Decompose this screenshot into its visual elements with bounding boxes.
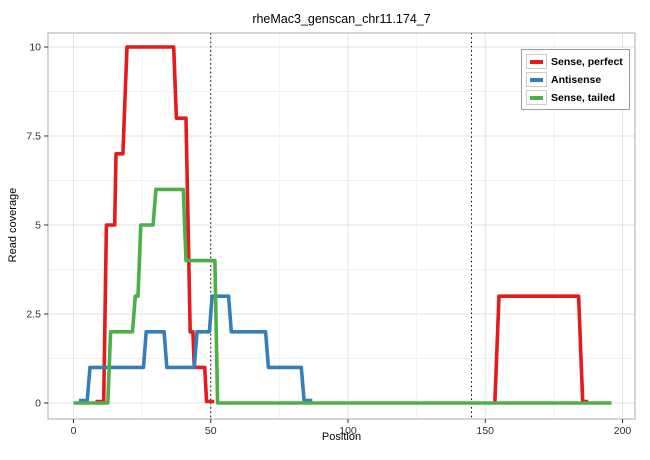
panel-border <box>47 32 636 420</box>
legend-label: Antisense <box>551 73 602 86</box>
legend-box: Sense, perfect Antisense Sense, tailed <box>521 49 630 110</box>
legend-item-sense-perfect: Sense, perfect <box>526 54 623 69</box>
x-tick-label: 150 <box>476 425 494 437</box>
legend-key-box <box>526 90 547 105</box>
legend-key-box <box>526 54 547 69</box>
legend-color-swatch <box>530 59 543 64</box>
x-tick-label: 100 <box>339 425 357 437</box>
y-tick-label: 10 <box>29 42 41 54</box>
chart-title: rheMac3_genscan_chr11.174_7 <box>252 12 431 26</box>
legend-item-sense-tailed: Sense, tailed <box>526 90 623 105</box>
y-tick-label: 0 <box>35 398 41 410</box>
series-line-antisense <box>79 294 313 403</box>
series-line-sense-perfect <box>95 45 215 404</box>
series-line-sense-tailed <box>73 187 612 405</box>
legend-color-swatch <box>530 77 543 82</box>
legend-label: Sense, perfect <box>551 55 623 68</box>
x-tick-label: 200 <box>614 425 632 437</box>
x-tick-label: 0 <box>71 425 77 437</box>
legend-item-antisense: Antisense <box>526 72 623 87</box>
x-tick-label: 50 <box>205 425 217 437</box>
y-tick-label: 7.5 <box>26 131 41 143</box>
y-tick-label: 5 <box>35 220 41 232</box>
y-axis-title: Read coverage <box>7 187 19 263</box>
y-tick-label: 2.5 <box>26 309 41 321</box>
legend-key-box <box>526 72 547 87</box>
legend-label: Sense, tailed <box>551 91 616 104</box>
legend-color-swatch <box>530 95 543 100</box>
x-axis-title: Position <box>321 431 362 443</box>
